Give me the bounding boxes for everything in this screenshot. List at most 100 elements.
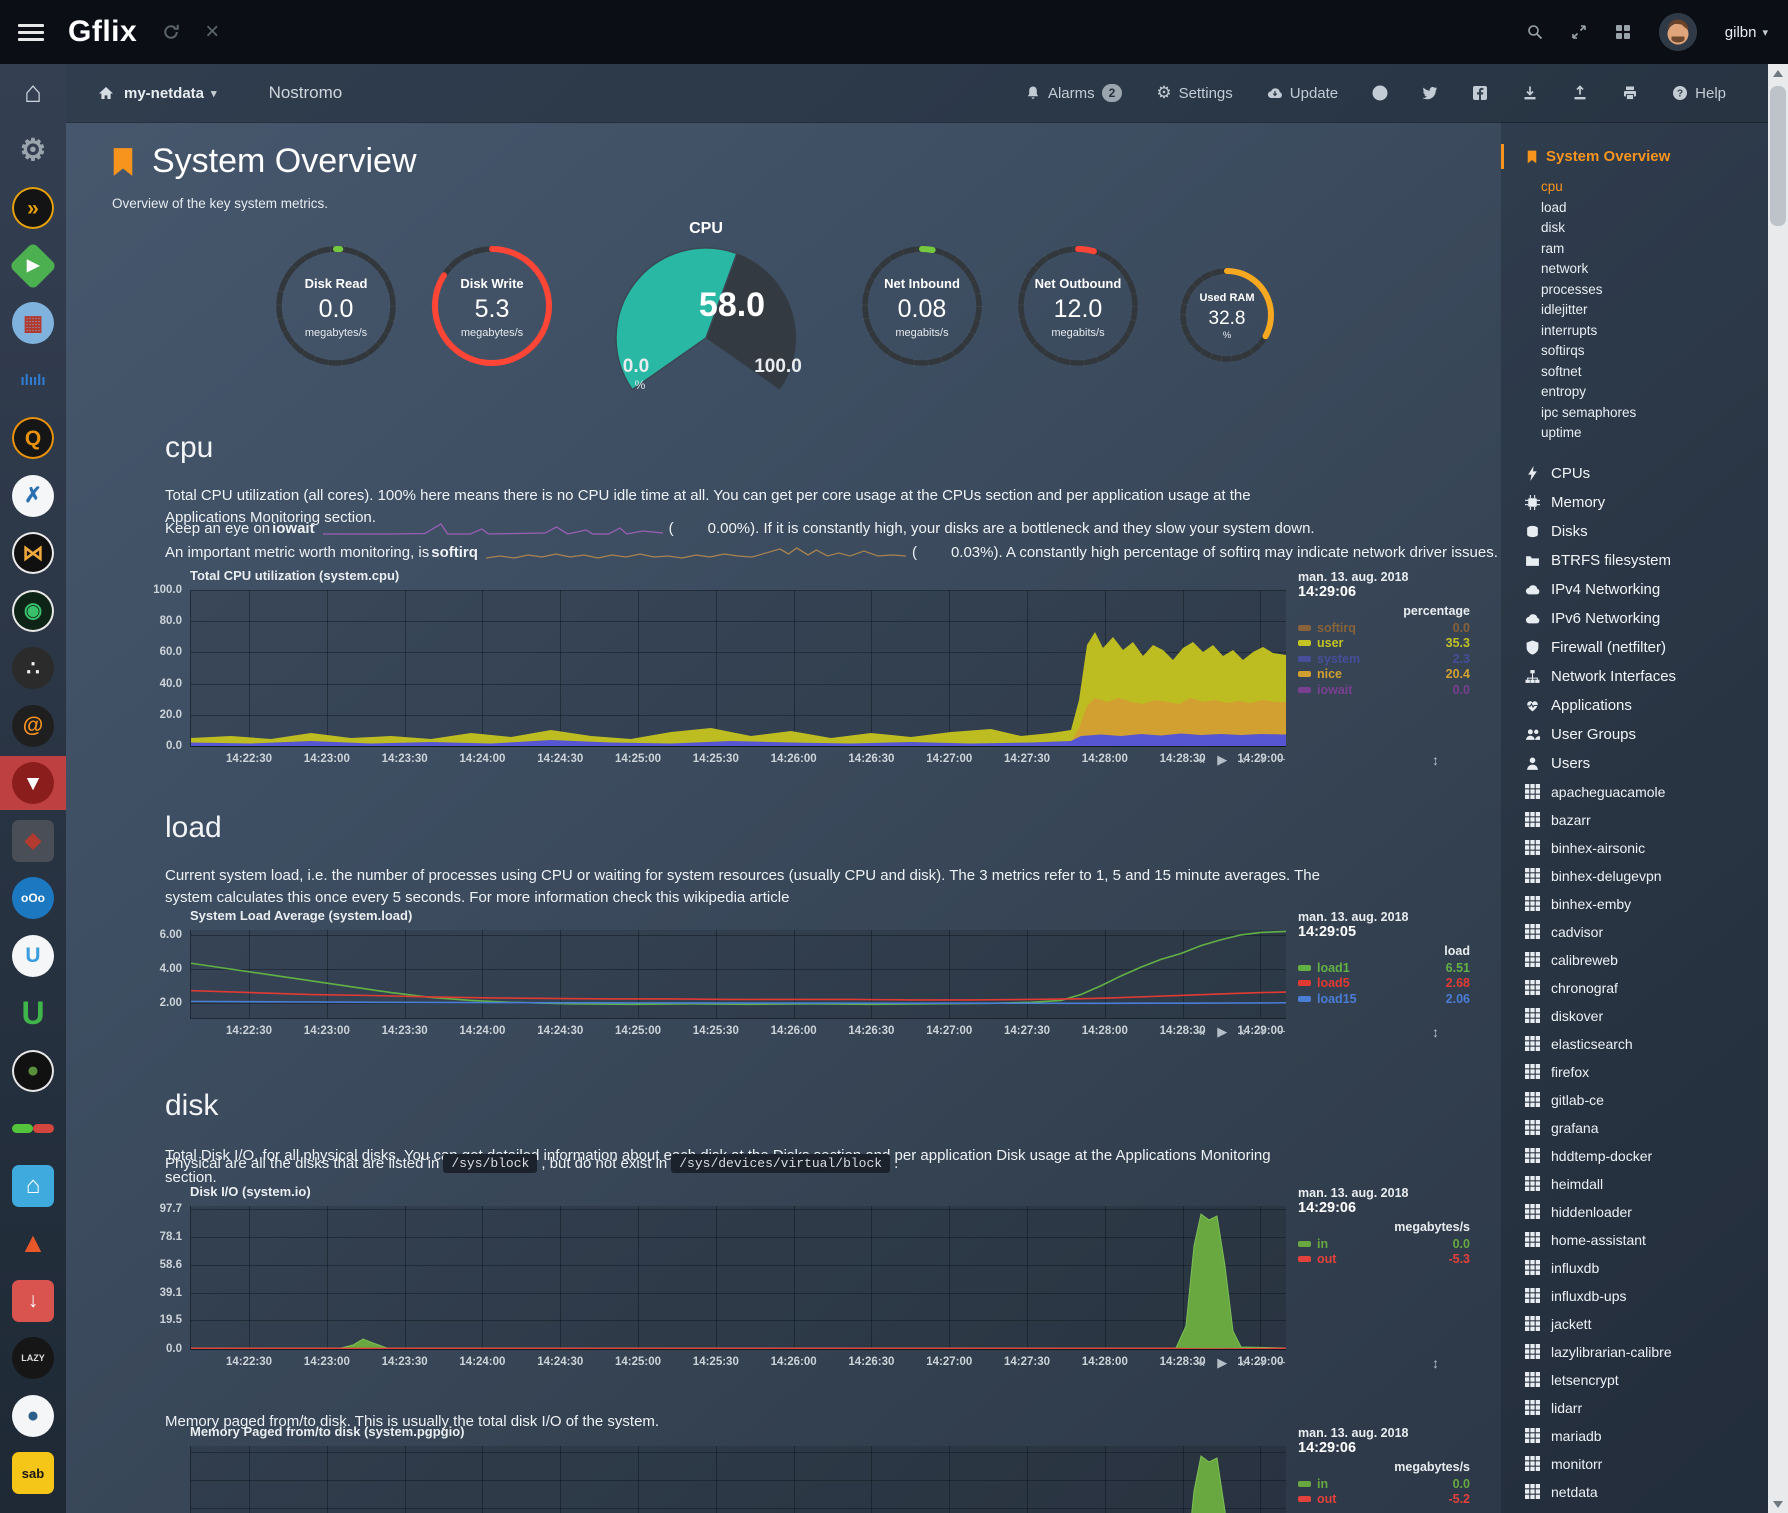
sidebar-app-elasticsearch[interactable]: elasticsearch xyxy=(1501,1030,1768,1058)
sidebar-section-user-groups[interactable]: User Groups xyxy=(1501,720,1768,749)
play-button[interactable]: ▶ xyxy=(1217,1355,1228,1370)
letsencrypt-icon[interactable]: ● xyxy=(0,1389,66,1443)
help-button[interactable]: ? Help xyxy=(1672,85,1726,102)
chart-resize-handle[interactable]: ↕ xyxy=(1432,1024,1439,1040)
sidebar-section-network-interfaces[interactable]: Network Interfaces xyxy=(1501,662,1768,691)
sidebar-item-uptime[interactable]: uptime xyxy=(1541,425,1582,440)
zoom-in-button[interactable]: + xyxy=(1258,1024,1267,1039)
legend-row-iowait[interactable]: iowait 0.0 xyxy=(1298,682,1470,698)
sidebar-app-mariadb[interactable]: mariadb xyxy=(1501,1422,1768,1450)
scroll-down-button[interactable] xyxy=(1768,1495,1788,1513)
play-button[interactable]: ▶ xyxy=(1217,1024,1228,1039)
sidebar-item-ram[interactable]: ram xyxy=(1541,240,1565,256)
settings-button[interactable]: ⚙ Settings xyxy=(1156,83,1232,103)
sidebar-app-influxdb[interactable]: influxdb xyxy=(1501,1254,1768,1282)
chart-cpu[interactable]: Total CPU utilization (system.cpu) perce… xyxy=(66,568,1501,780)
chart-plot-area[interactable]: 6.00 4.00 2.00 14:22:30 14:23:00 14:23:30 14:2… xyxy=(160,929,1286,1037)
pan-right-button[interactable]: » xyxy=(1239,1024,1247,1039)
pan-right-button[interactable]: » xyxy=(1239,752,1247,767)
sidebar-app-home-assistant[interactable]: home-assistant xyxy=(1501,1226,1768,1254)
sidebar-app-binhex-delugevpn[interactable]: binhex-delugevpn xyxy=(1501,862,1768,890)
avatar[interactable] xyxy=(1658,13,1697,51)
sidebar-app-jackett[interactable]: jackett xyxy=(1501,1310,1768,1338)
user-menu[interactable]: gilbn ▾ xyxy=(1725,24,1768,41)
sidebar-section-firewall-netfilter-[interactable]: Firewall (netfilter) xyxy=(1501,633,1768,662)
pan-left-button[interactable]: « xyxy=(1198,1355,1206,1370)
sidebar-app-influxdb-ups[interactable]: influxdb-ups xyxy=(1501,1282,1768,1310)
legend-row-user[interactable]: user 35.3 xyxy=(1298,636,1470,652)
fullscreen-icon[interactable] xyxy=(1571,24,1587,40)
sidebar-app-binhex-emby[interactable]: binhex-emby xyxy=(1501,890,1768,918)
sidebar-item-softirqs[interactable]: softirqs xyxy=(1541,343,1585,358)
sidebar-item-idlejitter[interactable]: idlejitter xyxy=(1541,302,1588,317)
gauge-disk-read[interactable]: Disk Read 0.0 megabytes/s xyxy=(270,240,402,372)
nextcloud-icon[interactable]: oOo xyxy=(0,871,66,925)
zoom-out-button[interactable]: − xyxy=(1278,1024,1286,1039)
sidebar-app-diskover[interactable]: diskover xyxy=(1501,1002,1768,1030)
download-icon[interactable] xyxy=(1522,85,1538,101)
youtubedl-icon[interactable]: ↓ xyxy=(0,1274,66,1328)
app-icon-cross[interactable]: ✗ xyxy=(0,469,66,523)
chart-disk[interactable]: Disk I/O (system.io) megabytes/s 97.7 78.… xyxy=(66,1184,1501,1384)
legend-row-out[interactable]: out -5.3 xyxy=(1298,1252,1470,1268)
settings-gear-icon[interactable]: ⚙ xyxy=(0,124,66,178)
close-icon[interactable]: × xyxy=(205,18,220,45)
sidebar-item-interrupts[interactable]: interrupts xyxy=(1541,322,1598,338)
monitorr-icon[interactable] xyxy=(0,1101,66,1155)
sabnzbd-icon[interactable]: sab xyxy=(0,1446,66,1500)
chart-resize-handle[interactable]: ↕ xyxy=(1432,752,1439,768)
app-icon-bowtie[interactable]: ⋈ xyxy=(0,526,66,580)
unraid-icon[interactable]: U xyxy=(0,986,66,1040)
play-button[interactable]: ▶ xyxy=(1217,752,1228,767)
print-icon[interactable] xyxy=(1622,85,1638,101)
sidebar-app-lazylibrarian-calibre[interactable]: lazylibrarian-calibre xyxy=(1501,1338,1768,1366)
plex-icon[interactable]: » xyxy=(0,181,66,235)
pan-left-button[interactable]: « xyxy=(1198,752,1206,767)
home-assistant-icon[interactable]: ⌂ xyxy=(0,1159,66,1213)
pihole-icon[interactable]: ● xyxy=(0,1044,66,1098)
apps-grid-icon[interactable] xyxy=(1615,24,1631,40)
vertical-scrollbar[interactable] xyxy=(1768,64,1788,1513)
sidebar-app-apacheguacamole[interactable]: apacheguacamole xyxy=(1501,778,1768,806)
sidebar-item-processes[interactable]: processes xyxy=(1541,281,1603,297)
gauge-cpu[interactable]: CPU 58.0 0.0 100.0 % xyxy=(600,206,812,396)
sidebar-section-ipv4-networking[interactable]: IPv4 Networking xyxy=(1501,575,1768,604)
sidebar-app-netdata[interactable]: netdata xyxy=(1501,1478,1768,1506)
chart-plot-area[interactable]: 97.7 78.1 58.6 39.1 19.5 0.0 14:22:30 14:23:00 1… xyxy=(160,1203,1286,1368)
legend-row-load5[interactable]: load5 2.68 xyxy=(1298,976,1470,992)
pan-left-button[interactable]: « xyxy=(1198,1024,1206,1039)
legend-row-load15[interactable]: load15 2.06 xyxy=(1298,991,1470,1007)
upload-icon[interactable] xyxy=(1572,85,1588,101)
chart-plot-area[interactable]: 100.0 80.0 60.0 40.0 20.0 0.0 14:22:30 14:23:00… xyxy=(153,584,1286,765)
sidebar-item-cpu[interactable]: cpu xyxy=(1541,179,1563,194)
sidebar-app-lidarr[interactable]: lidarr xyxy=(1501,1394,1768,1422)
sidebar-item-network[interactable]: network xyxy=(1541,261,1589,276)
home-icon[interactable] xyxy=(98,85,114,101)
netdata-icon[interactable]: ▼ xyxy=(0,756,66,810)
chart-pgpgio[interactable]: Memory Paged from/to disk (system.pgpgio… xyxy=(66,1424,1501,1513)
sidebar-item-entropy[interactable]: entropy xyxy=(1541,384,1587,399)
zoom-out-button[interactable]: − xyxy=(1278,1355,1286,1370)
sidebar-app-hiddenloader[interactable]: hiddenloader xyxy=(1501,1198,1768,1226)
sidebar-app-chronograf[interactable]: chronograf xyxy=(1501,974,1768,1002)
gauge-net-outbound[interactable]: Net Outbound 12.0 megabits/s xyxy=(1012,240,1144,372)
zoom-in-button[interactable]: + xyxy=(1258,752,1267,767)
app-icon-green-ring[interactable]: ◉ xyxy=(0,584,66,638)
sidebar-app-gitlab-ce[interactable]: gitlab-ce xyxy=(1501,1086,1768,1114)
legend-row-load1[interactable]: load1 6.51 xyxy=(1298,960,1470,976)
search-icon[interactable] xyxy=(1527,24,1543,40)
sidebar-app-hddtemp-docker[interactable]: hddtemp-docker xyxy=(1501,1142,1768,1170)
sidebar-app-monitorr[interactable]: monitorr xyxy=(1501,1450,1768,1478)
unifi-icon[interactable]: U xyxy=(0,929,66,983)
legend-row-system[interactable]: system 2.3 xyxy=(1298,651,1470,667)
jackett-icon[interactable]: Q xyxy=(0,411,66,465)
sidebar-app-calibreweb[interactable]: calibreweb xyxy=(1501,946,1768,974)
sidebar-app-binhex-airsonic[interactable]: binhex-airsonic xyxy=(1501,834,1768,862)
github-icon[interactable] xyxy=(1372,85,1388,101)
sidebar-app-firefox[interactable]: firefox xyxy=(1501,1058,1768,1086)
sidebar-section-disks[interactable]: Disks xyxy=(1501,517,1768,546)
sidebar-item-softnet[interactable]: softnet xyxy=(1541,363,1582,379)
legend-row-nice[interactable]: nice 20.4 xyxy=(1298,667,1470,683)
chart-load[interactable]: System Load Average (system.load) load 6… xyxy=(66,908,1501,1053)
zoom-in-button[interactable]: + xyxy=(1258,1355,1267,1370)
